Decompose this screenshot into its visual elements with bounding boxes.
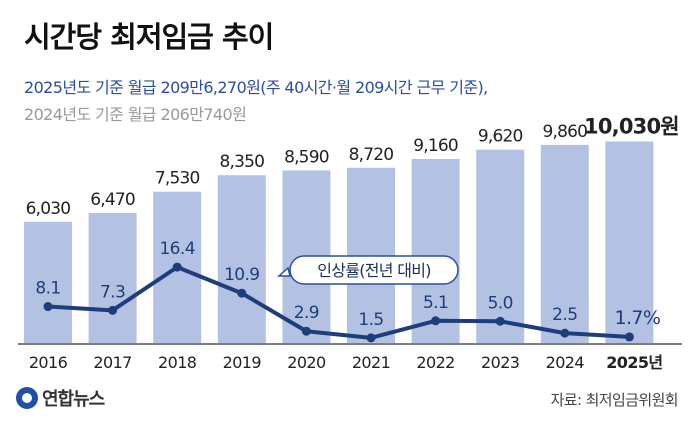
- subtitle-2024: 2024년도 기준 월급 206만740원: [24, 105, 247, 124]
- bar-value-label: 7,530: [155, 169, 200, 189]
- yonhap-logo: 연합뉴스: [16, 385, 105, 411]
- rate-point: [108, 305, 118, 315]
- bar-value-label: 8,590: [284, 147, 329, 167]
- rate-point: [43, 302, 53, 312]
- bar: [476, 149, 525, 343]
- callout-box: [289, 255, 459, 285]
- bar-value-label: 10,030원: [584, 114, 679, 138]
- bar-value-label: 8,720: [349, 145, 394, 165]
- callout-pointer: [277, 266, 291, 277]
- rate-point: [431, 316, 441, 326]
- x-tick-label: 2018: [158, 353, 197, 372]
- x-tick-label: 2017: [93, 353, 131, 372]
- bar: [217, 175, 266, 343]
- rate-point: [495, 316, 505, 326]
- rate-value-label: 2.5: [552, 305, 577, 325]
- x-tick-label: 2025년: [606, 353, 662, 372]
- rate-point: [301, 326, 311, 336]
- rate-value-label: 8.1: [35, 279, 60, 299]
- x-tick-label: 2023: [481, 353, 519, 372]
- x-tick-label: 2024: [546, 353, 585, 372]
- rate-line: [46, 265, 632, 340]
- rate-value-label: 5.1: [423, 293, 448, 313]
- x-tick-label: 2019: [223, 353, 262, 372]
- bar: [540, 144, 589, 343]
- bar: [88, 212, 137, 343]
- rate-line-callout: 인상률(전년 대비): [277, 255, 459, 285]
- subtitle-2025: 2025년도 기준 월급 209만6,270원(주 40시간·월 209시간 근…: [24, 78, 488, 97]
- rate-point: [560, 328, 570, 338]
- rate-point: [237, 288, 247, 298]
- chart-title: 시간당 최저임금 추이: [24, 20, 274, 54]
- yonhap-logo-icon: [16, 387, 38, 409]
- bar-value-label: 9,860: [542, 122, 587, 142]
- rate-point: [366, 333, 376, 343]
- bar: [24, 221, 72, 343]
- bar-value-label: 9,160: [413, 136, 458, 156]
- x-tick-label: 2022: [416, 353, 454, 372]
- x-tick-label: 2020: [287, 353, 326, 372]
- rate-point: [624, 332, 634, 342]
- x-tick-label: 2021: [352, 353, 390, 372]
- logo-text: 연합뉴스: [42, 389, 105, 410]
- bar-value-label: 9,620: [478, 127, 523, 147]
- source-label: 자료: 최저임금위원회: [550, 391, 679, 409]
- x-tick-label: 2016: [29, 353, 68, 372]
- bar-value-label: 6,470: [90, 190, 135, 210]
- rate-value-label: 1.7%: [614, 307, 660, 329]
- rate-value-label: 16.4: [159, 239, 194, 259]
- rate-point: [172, 262, 182, 272]
- rate-value-label: 10.9: [224, 265, 259, 285]
- bar: [605, 141, 654, 343]
- legend-label: 인상률(전년 대비): [317, 261, 431, 280]
- bar: [411, 158, 460, 343]
- bar-value-label: 6,030: [26, 199, 71, 219]
- rate-value-label: 1.5: [358, 310, 383, 330]
- rate-value-label: 7.3: [100, 282, 125, 302]
- rate-value-label: 5.0: [488, 293, 513, 313]
- rate-value-label: 2.9: [294, 303, 319, 323]
- bar-value-label: 8,350: [219, 152, 264, 172]
